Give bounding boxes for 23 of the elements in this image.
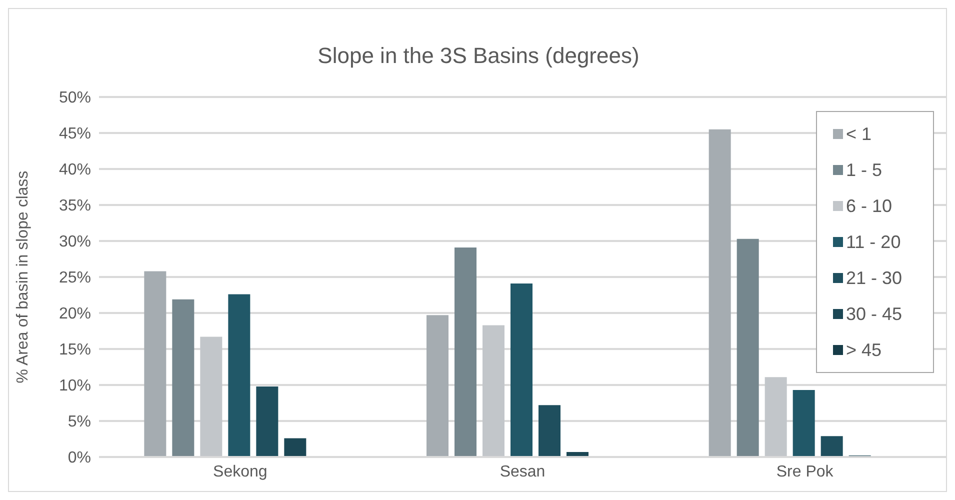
y-tick-label: 40% <box>58 162 91 179</box>
y-tick-label: 0% <box>68 450 91 467</box>
y-tick-label: 25% <box>58 270 91 287</box>
y-tick-label: 35% <box>58 198 91 215</box>
y-axis-title: % Area of basin in slope class <box>14 170 32 384</box>
y-tick-label: 5% <box>68 414 91 431</box>
x-tick-label: Sesan <box>500 463 546 480</box>
legend-label: > 45 <box>846 340 882 360</box>
legend-label: 21 - 30 <box>846 268 902 288</box>
chart-title: Slope in the 3S Basins (degrees) <box>316 43 640 69</box>
y-tick-label: 10% <box>58 378 91 395</box>
legend-label: 6 - 10 <box>846 196 892 216</box>
x-tick-label: Sekong <box>213 463 268 480</box>
y-tick-label: 30% <box>58 234 91 251</box>
legend-label: < 1 <box>846 124 872 144</box>
y-tick-label: 45% <box>58 126 91 143</box>
y-tick-label: 15% <box>58 342 91 359</box>
x-tick-label: Sre Pok <box>776 463 834 480</box>
legend-label: 30 - 45 <box>846 304 902 324</box>
y-tick-label: 50% <box>58 90 91 107</box>
legend-label: 11 - 20 <box>846 232 901 252</box>
y-tick-label: 20% <box>58 306 91 323</box>
legend-label: 1 - 5 <box>846 160 882 180</box>
